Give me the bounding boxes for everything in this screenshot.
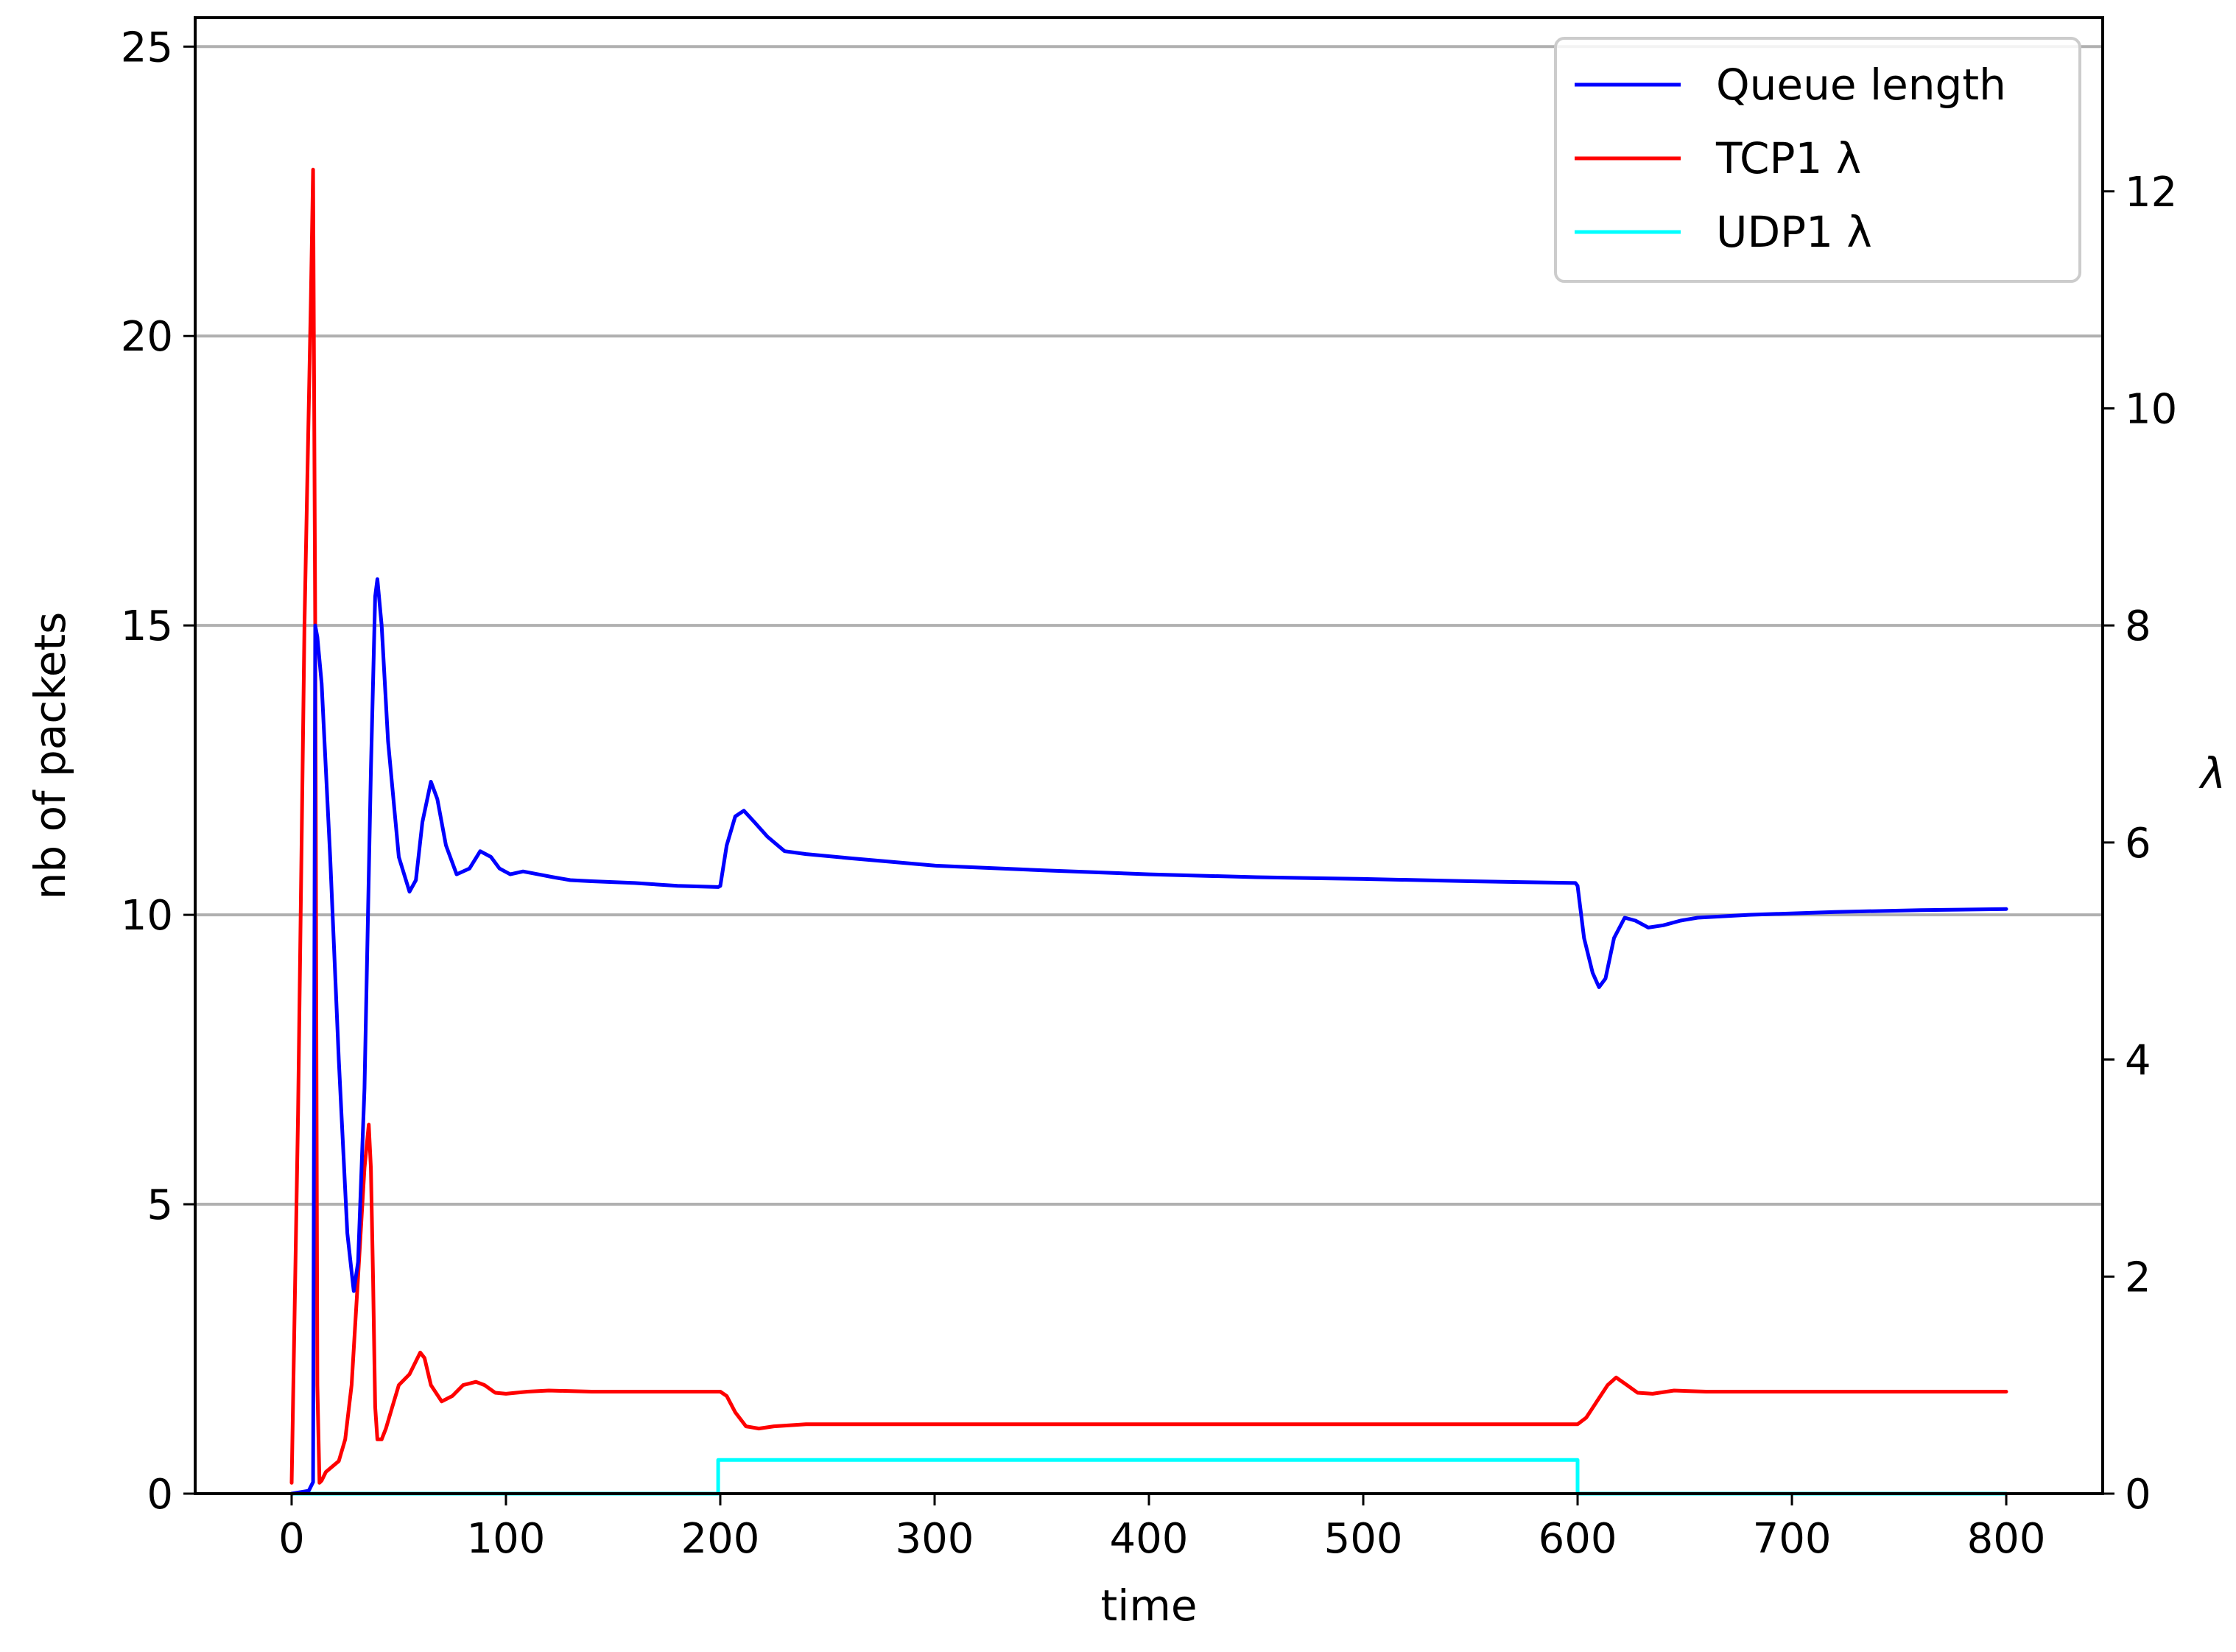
x-tick-label: 100: [467, 1515, 546, 1563]
series-line-0: [289, 577, 2008, 1496]
x-tick-label: 700: [1753, 1515, 1832, 1563]
y-tick-label: 20: [121, 313, 173, 361]
legend-label: UDP1 λ: [1716, 207, 1872, 257]
x-tick-label: 400: [1110, 1515, 1189, 1563]
y2-tick-label: 0: [2125, 1471, 2151, 1519]
legend-box: [1554, 37, 2081, 283]
y2-tick-label: 4: [2125, 1037, 2151, 1085]
legend-label: TCP1 λ: [1715, 133, 1861, 183]
x-tick-label: 600: [1539, 1515, 1617, 1563]
y-tick-label: 15: [121, 602, 173, 650]
x-axis-ticks: 0 100 200 300 400 500 600 700 800: [278, 1494, 2045, 1563]
x-tick-label: 0: [278, 1515, 305, 1563]
x-tick-label: 800: [1967, 1515, 2046, 1563]
y-tick-label: 5: [147, 1181, 173, 1229]
y-tick-label: 0: [147, 1471, 173, 1519]
y-axis-ticks: 0 5 10 15 20 25: [121, 24, 195, 1519]
x-tick-label: 200: [681, 1515, 760, 1563]
y2-tick-label: 10: [2125, 385, 2177, 433]
y2-axis-label: λ: [2198, 748, 2226, 798]
series-lines: [289, 167, 2008, 1496]
y2-tick-label: 6: [2125, 820, 2151, 868]
y-tick-label: 10: [121, 892, 173, 940]
series-line-2: [289, 1458, 2008, 1496]
x-axis-label: time: [1100, 1581, 1197, 1631]
y2-tick-label: 2: [2125, 1254, 2151, 1301]
y2-tick-label: 8: [2125, 602, 2151, 650]
x-tick-label: 300: [896, 1515, 974, 1563]
y-tick-label: 25: [121, 24, 173, 71]
legend-label: Queue length: [1716, 60, 2006, 110]
y2-tick-label: 12: [2125, 169, 2177, 217]
legend: Queue length TCP1 λ UDP1 λ: [1554, 37, 2081, 283]
x-tick-label: 500: [1324, 1515, 1403, 1563]
y2-axis-ticks: 0 2 4 6 8 10 12: [2103, 169, 2177, 1519]
series-line-1: [289, 167, 2008, 1485]
y-axis-label: nb of packets: [25, 612, 75, 900]
